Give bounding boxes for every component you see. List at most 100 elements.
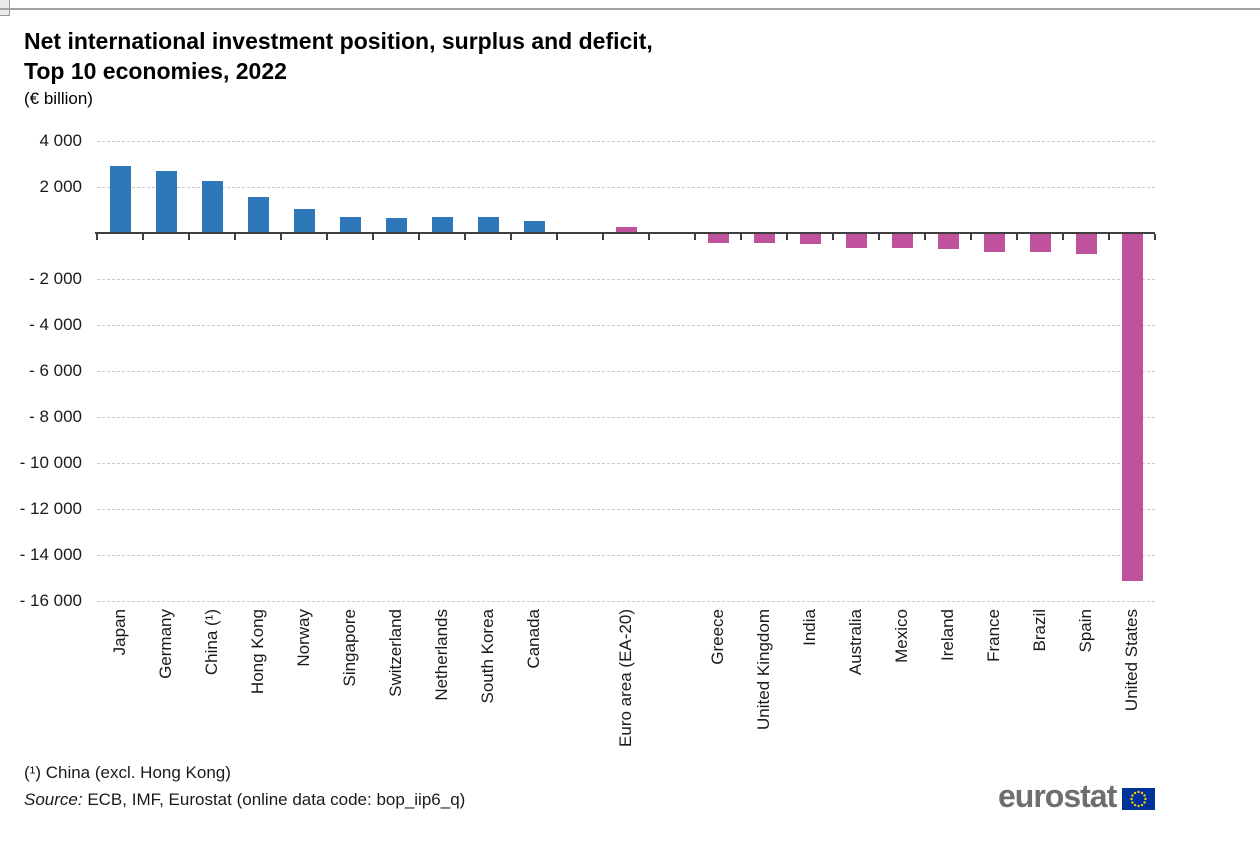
bar-united-kingdom: [753, 234, 775, 243]
y-gridline: [97, 371, 1155, 372]
y-gridline: [97, 509, 1155, 510]
x-axis-tick: [832, 234, 834, 240]
x-axis-tick: [740, 234, 742, 240]
x-axis-tick: [970, 234, 972, 240]
x-axis-category-label: Brazil: [1030, 609, 1049, 652]
x-axis-tick: [602, 234, 604, 240]
y-axis-tick-label: 2 000: [39, 177, 82, 196]
top-divider-line: [0, 8, 1260, 10]
x-axis-tick: [1016, 234, 1018, 240]
x-axis-tick: [1062, 234, 1064, 240]
x-axis-category-label: Netherlands: [432, 609, 451, 701]
x-axis-tick: [556, 234, 558, 240]
x-axis-tick: [418, 234, 420, 240]
y-axis-tick-label: - 12 000: [19, 499, 82, 518]
bar-spain: [1075, 234, 1097, 254]
x-axis-line: [95, 232, 1155, 234]
bar-japan: [109, 166, 131, 233]
chart-unit-label: (€ billion): [24, 89, 93, 108]
x-axis-category-label: Switzerland: [386, 609, 405, 697]
bar-switzerland: [385, 218, 407, 233]
bar-brazil: [1029, 234, 1051, 253]
x-axis-tick: [924, 234, 926, 240]
bar-india: [799, 234, 821, 244]
bar-mexico: [891, 234, 913, 248]
x-axis-category-label: Norway: [294, 609, 313, 667]
x-axis-tick: [878, 234, 880, 240]
x-axis-category-label: Japan: [110, 609, 129, 656]
bar-germany: [155, 171, 177, 233]
bar-greece: [707, 234, 729, 243]
y-gridline: [97, 417, 1155, 418]
y-gridline: [97, 325, 1155, 326]
bar-singapore: [339, 216, 361, 233]
x-axis-tick: [234, 234, 236, 240]
bar-netherlands: [431, 217, 453, 233]
y-gridline: [97, 463, 1155, 464]
title-line-2: Top 10 economies, 2022: [24, 58, 287, 84]
y-axis-tick-label: - 8 000: [29, 407, 82, 426]
source-line: Source: ECB, IMF, Eurostat (online data …: [24, 790, 465, 810]
bar-euro-area-ea-20: [615, 227, 637, 233]
title-line-1: Net international investment position, s…: [24, 28, 653, 54]
bar-hong-kong: [247, 197, 269, 233]
x-axis-tick: [464, 234, 466, 240]
y-gridline: [97, 141, 1155, 142]
y-axis-tick-label: - 10 000: [19, 453, 82, 472]
x-axis-category-label: Germany: [156, 609, 175, 679]
bar-south-korea: [477, 216, 499, 233]
source-text: ECB, IMF, Eurostat (online data code: bo…: [82, 790, 466, 809]
bar-ireland: [937, 234, 959, 250]
y-gridline: [97, 279, 1155, 280]
x-axis-category-label: Australia: [846, 609, 865, 676]
x-axis-tick: [280, 234, 282, 240]
x-axis-category-label: Hong Kong: [248, 609, 267, 695]
y-axis-tick-label: - 14 000: [19, 545, 82, 564]
x-axis-category-label: South Korea: [478, 609, 497, 704]
x-axis-tick: [510, 234, 512, 240]
bar-canada: [523, 221, 545, 233]
y-axis-tick-label: 4 000: [39, 131, 82, 150]
y-gridline: [97, 601, 1155, 602]
x-axis-category-label: Spain: [1076, 609, 1095, 653]
bar-australia: [845, 234, 867, 249]
x-axis-category-label: United States: [1122, 609, 1141, 712]
x-axis-tick: [1108, 234, 1110, 240]
x-axis-tick: [96, 234, 98, 240]
x-axis-category-label: Canada: [524, 609, 543, 669]
x-axis-tick: [372, 234, 374, 240]
x-axis-tick: [188, 234, 190, 240]
x-axis-category-label: China (¹): [202, 609, 221, 676]
x-axis-category-label: Mexico: [892, 609, 911, 663]
x-axis-tick: [648, 234, 650, 240]
x-axis-category-label: France: [984, 609, 1003, 662]
y-axis-tick-label: - 16 000: [19, 591, 82, 610]
eu-flag-icon: [1122, 788, 1156, 810]
bar-united-states: [1121, 234, 1143, 582]
y-gridline: [97, 187, 1155, 188]
y-gridline: [97, 555, 1155, 556]
bar-france: [983, 234, 1005, 252]
bar-china: [201, 180, 223, 233]
x-axis-tick: [142, 234, 144, 240]
x-axis-category-label: United Kingdom: [754, 609, 773, 730]
x-axis-category-label: Ireland: [938, 609, 957, 661]
x-axis-category-label: India: [800, 609, 819, 646]
footnote: (¹) China (excl. Hong Kong): [24, 763, 231, 782]
x-axis-tick: [786, 234, 788, 240]
x-axis-tick: [326, 234, 328, 240]
page-title: Net international investment position, s…: [24, 26, 653, 86]
source-label: Source:: [24, 790, 83, 809]
y-axis-tick-label: - 4 000: [29, 315, 82, 334]
x-axis-category-label: Singapore: [340, 609, 359, 687]
x-axis-tick: [694, 234, 696, 240]
x-axis-category-label: Greece: [708, 609, 727, 665]
y-axis-tick-label: - 2 000: [29, 269, 82, 288]
eurostat-logo-text: eurostat: [998, 778, 1117, 814]
x-axis-category-label: Euro area (EA-20): [616, 609, 635, 747]
eurostat-logo: eurostat: [998, 778, 1156, 814]
x-axis-tick: [1154, 234, 1156, 240]
y-axis-tick-label: - 6 000: [29, 361, 82, 380]
bar-norway: [293, 208, 315, 233]
